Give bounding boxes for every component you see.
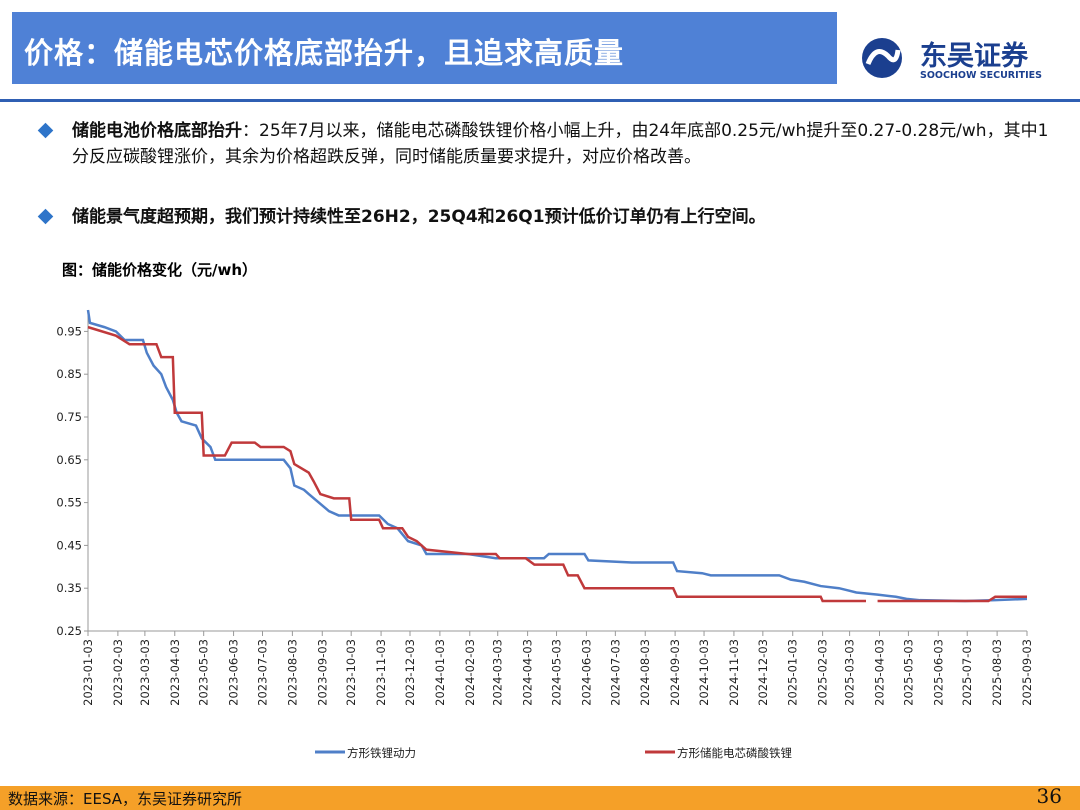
x-tick-label: 2025-04-03	[872, 639, 886, 706]
x-tick-label: 2024-10-03	[697, 639, 711, 706]
series-line	[86, 309, 1028, 603]
footer: 数据来源：EESA，东吴证券研究所 36	[0, 784, 1080, 810]
x-tick-label: 2024-11-03	[727, 639, 741, 706]
source: 数据来源：EESA，东吴证券研究所	[8, 790, 243, 808]
x-tick-label: 2024-01-03	[433, 639, 447, 706]
x-tick-label: 2023-09-03	[315, 639, 329, 706]
x-tick-label: 2024-07-03	[608, 639, 622, 706]
x-tick-label: 2025-02-03	[816, 639, 830, 706]
legend-label: 方形铁锂动力	[347, 746, 416, 760]
x-tick-label: 2025-09-03	[1020, 639, 1034, 706]
x-tick-label: 2024-05-03	[550, 639, 564, 706]
header-title: 价格：储能电芯价格底部抬升，且追求高质量	[24, 36, 625, 70]
y-tick-label: 0.75	[56, 410, 82, 424]
x-tick-label: 2024-06-03	[579, 639, 593, 706]
x-tick-label: 2023-12-03	[403, 639, 417, 706]
bullet-bold: 储能景气度超预期，我们预计持续性至26H2，25Q4和26Q1预计低价订单仍有上…	[72, 207, 766, 227]
x-tick-label: 2024-04-03	[521, 639, 535, 706]
x-tick-label: 2024-02-03	[463, 639, 477, 706]
logo-en: SOOCHOW SECURITIES	[920, 70, 1042, 81]
header-rule	[0, 99, 1080, 102]
bullet: 储能景气度超预期，我们预计持续性至26H2，25Q4和26Q1预计低价订单仍有上…	[37, 204, 1052, 230]
bullet-text: ：25年7月以来，储能电芯磷酸铁锂价格小幅上升，由24年底部0.25元/wh提升…	[72, 121, 1049, 167]
x-tick-label: 2023-06-03	[227, 639, 241, 706]
x-tick-label: 2024-09-03	[668, 639, 682, 706]
chart-title: 图：储能价格变化（元/wh）	[62, 261, 258, 279]
x-tick-label: 2023-02-03	[111, 639, 125, 706]
logo-mark	[862, 38, 902, 78]
y-tick-label: 0.35	[56, 581, 82, 595]
legend-label: 方形储能电芯磷酸铁锂	[677, 746, 792, 760]
y-tick-label: 0.25	[56, 624, 82, 638]
y-tick-label: 0.85	[56, 367, 82, 381]
x-tick-label: 2025-08-03	[990, 639, 1004, 706]
bullet-bold: 储能电池价格底部抬升	[72, 121, 242, 141]
logo: 东吴证券 SOOCHOW SECURITIES	[858, 36, 1058, 86]
x-tick-label: 2025-07-03	[960, 639, 974, 706]
x-tick-label: 2023-08-03	[285, 639, 299, 706]
y-tick-label: 0.65	[56, 453, 82, 467]
x-tick-label: 2025-03-03	[843, 639, 857, 706]
x-tick-label: 2023-04-03	[168, 639, 182, 706]
x-tick-label: 2023-07-03	[255, 639, 269, 706]
x-tick-label: 2023-01-03	[81, 639, 95, 706]
x-tick-label: 2023-05-03	[197, 639, 211, 706]
y-tick-label: 0.45	[56, 538, 82, 552]
page-number: 36	[1036, 784, 1062, 808]
x-tick-label: 2023-11-03	[374, 639, 388, 706]
x-tick-label: 2024-08-03	[638, 639, 652, 706]
x-tick-label: 2025-05-03	[901, 639, 915, 706]
x-tick-label: 2025-06-03	[931, 639, 945, 706]
y-tick-label: 0.55	[56, 496, 82, 510]
x-tick-label: 2024-12-03	[756, 639, 770, 706]
logo-cn: 东吴证券	[920, 41, 1028, 72]
x-tick-label: 2023-10-03	[344, 639, 358, 706]
series-line	[87, 325, 1027, 603]
x-tick-label: 2025-01-03	[786, 639, 800, 706]
y-tick-label: 0.95	[56, 324, 82, 338]
x-tick-label: 2023-03-03	[138, 639, 152, 706]
bullet: 储能电池价格底部抬升：25年7月以来，储能电芯磷酸铁锂价格小幅上升，由24年底部…	[37, 118, 1052, 170]
header-bar: 价格：储能电芯价格底部抬升，且追求高质量	[12, 12, 837, 84]
chart: 0.25 0.35 0.45 0.55 0.65 0.75 0.85 0.95 2023-01-…	[56, 309, 1034, 760]
x-tick-label: 2024-03-03	[491, 639, 505, 706]
